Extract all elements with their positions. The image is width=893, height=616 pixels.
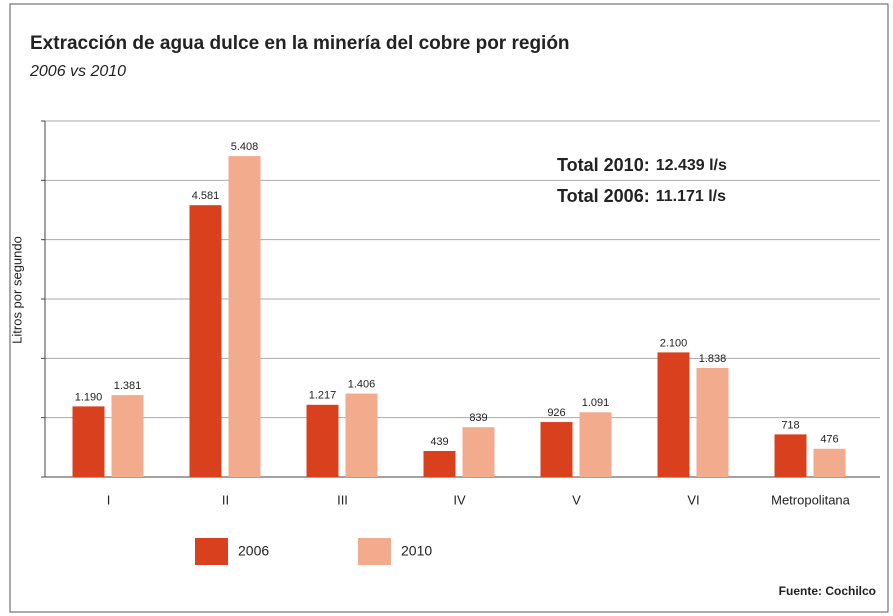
value-label: 1.217 [309, 390, 337, 402]
legend-swatch [195, 538, 228, 565]
bar [462, 427, 495, 477]
x-tick-label: III [337, 492, 348, 507]
x-tick-label: I [107, 492, 111, 507]
value-label: 476 [820, 434, 838, 446]
annotation-label: Total 2010: [557, 155, 650, 175]
legend-label: 2010 [401, 543, 432, 559]
value-label: 4.581 [192, 190, 220, 202]
chart-title: Extracción de agua dulce en la minería d… [30, 33, 570, 54]
value-label: 1.838 [699, 353, 727, 365]
x-tick-label: IV [453, 492, 466, 507]
bar [345, 393, 378, 477]
bar [579, 412, 612, 477]
value-label: 718 [781, 419, 799, 431]
value-label: 1.381 [114, 380, 142, 392]
source: Fuente: Cochilco [779, 584, 876, 598]
bar [111, 395, 144, 477]
bar [813, 448, 846, 477]
annotation-text: 12.439 l/s [656, 157, 727, 174]
value-label: 5.408 [231, 141, 259, 153]
bar [696, 367, 729, 477]
frame [9, 3, 889, 613]
annotation: Total 2006: 11.171 l/s [557, 186, 726, 206]
x-tick-label: Metropolitana [771, 492, 851, 507]
value-label: 926 [547, 407, 565, 419]
legend-swatch [358, 538, 391, 565]
x-tick-label: V [572, 492, 581, 507]
annotation: Total 2010: 12.439 l/s [557, 155, 727, 175]
annotation-label: Total 2006: [557, 186, 650, 206]
value-label: 1.091 [582, 397, 610, 409]
bar [228, 156, 261, 477]
value-label: 839 [469, 412, 487, 424]
bar [540, 422, 573, 477]
x-tick-label: VI [687, 492, 699, 507]
bar [189, 205, 222, 477]
bar [306, 404, 339, 477]
value-label: 439 [430, 436, 448, 448]
value-label: 1.406 [348, 378, 376, 390]
chart-subtitle: 2006 vs 2010 [29, 63, 126, 80]
y-axis-label: Litros por segundo [9, 236, 24, 344]
value-label: 1.190 [75, 391, 103, 403]
bar [72, 406, 105, 477]
bar [423, 450, 456, 477]
value-label: 2.100 [660, 337, 688, 349]
bar [657, 352, 690, 477]
bar [774, 434, 807, 477]
x-tick-label: II [222, 492, 229, 507]
annotation-text: 11.171 l/s [656, 188, 726, 205]
legend-label: 2006 [238, 543, 269, 559]
